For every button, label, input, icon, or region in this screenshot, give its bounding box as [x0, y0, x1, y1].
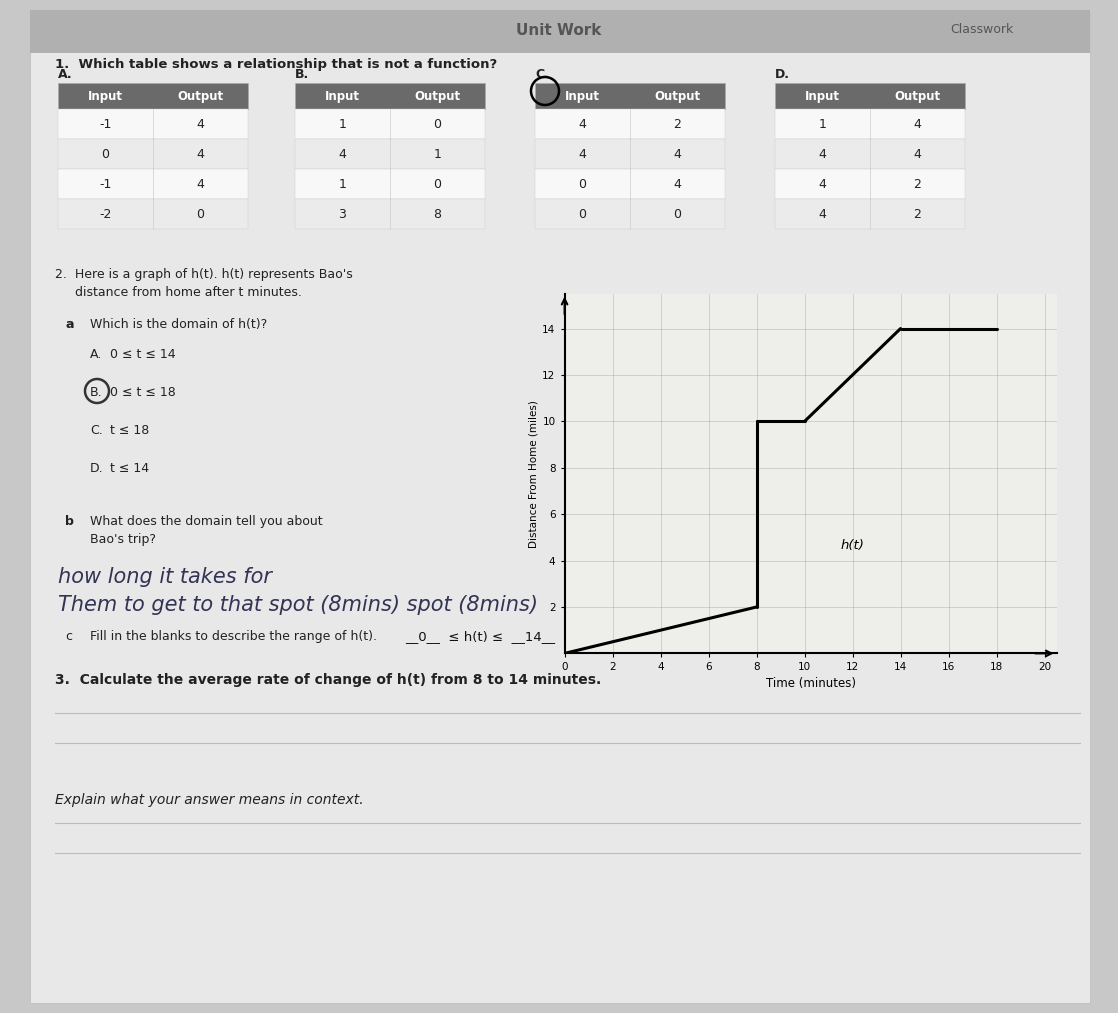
Text: a: a: [65, 318, 74, 331]
Text: Classwork: Classwork: [950, 23, 1013, 36]
Text: t ≤ 18: t ≤ 18: [110, 424, 149, 437]
Text: 2: 2: [913, 177, 921, 190]
Text: c: c: [65, 630, 72, 643]
X-axis label: Time (minutes): Time (minutes): [766, 677, 855, 690]
Text: 0: 0: [578, 177, 587, 190]
Text: Input: Input: [325, 89, 360, 102]
Text: 2: 2: [913, 208, 921, 221]
Text: 0 ≤ t ≤ 14: 0 ≤ t ≤ 14: [110, 348, 176, 361]
Text: 0: 0: [102, 148, 110, 160]
Text: D.: D.: [91, 462, 104, 475]
FancyBboxPatch shape: [536, 169, 724, 199]
FancyBboxPatch shape: [295, 199, 485, 229]
Text: Explain what your answer means in context.: Explain what your answer means in contex…: [55, 793, 363, 807]
Text: Them to get to that spot (8mins) spot (8mins): Them to get to that spot (8mins) spot (8…: [58, 595, 538, 615]
FancyBboxPatch shape: [58, 139, 248, 169]
Text: Bao's trip?: Bao's trip?: [91, 533, 157, 546]
Text: __0__  ≤ h(t) ≤  __14__: __0__ ≤ h(t) ≤ __14__: [405, 630, 555, 643]
FancyBboxPatch shape: [536, 109, 724, 139]
FancyBboxPatch shape: [775, 199, 965, 229]
Text: 1: 1: [818, 118, 826, 131]
Y-axis label: Distance From Home (miles): Distance From Home (miles): [528, 400, 538, 547]
Text: -2: -2: [100, 208, 112, 221]
Text: distance from home after t minutes.: distance from home after t minutes.: [55, 286, 302, 299]
FancyBboxPatch shape: [775, 139, 965, 169]
Text: 0: 0: [578, 208, 587, 221]
Text: A.: A.: [58, 68, 73, 81]
Text: 4: 4: [673, 177, 682, 190]
Text: 2.  Here is a graph of h(t). h(t) represents Bao's: 2. Here is a graph of h(t). h(t) represe…: [55, 268, 353, 281]
FancyBboxPatch shape: [295, 169, 485, 199]
Text: C.: C.: [536, 68, 549, 81]
FancyBboxPatch shape: [295, 139, 485, 169]
FancyBboxPatch shape: [536, 139, 724, 169]
Text: 2: 2: [673, 118, 682, 131]
Text: Which is the domain of h(t)?: Which is the domain of h(t)?: [91, 318, 267, 331]
Text: 0 ≤ t ≤ 18: 0 ≤ t ≤ 18: [110, 386, 176, 399]
FancyBboxPatch shape: [536, 83, 724, 109]
FancyBboxPatch shape: [775, 169, 965, 199]
Text: 0: 0: [673, 208, 682, 221]
FancyBboxPatch shape: [30, 10, 1090, 53]
Text: t ≤ 14: t ≤ 14: [110, 462, 149, 475]
Text: Input: Input: [565, 89, 600, 102]
Text: b: b: [65, 515, 74, 528]
Text: B.: B.: [91, 386, 103, 399]
FancyBboxPatch shape: [775, 109, 965, 139]
Text: h(t): h(t): [841, 539, 864, 552]
FancyBboxPatch shape: [30, 13, 1090, 1003]
Text: A.: A.: [91, 348, 102, 361]
FancyBboxPatch shape: [58, 169, 248, 199]
Text: 4: 4: [578, 148, 587, 160]
FancyBboxPatch shape: [58, 109, 248, 139]
Text: 0: 0: [197, 208, 205, 221]
Text: 4: 4: [673, 148, 682, 160]
Text: 4: 4: [339, 148, 347, 160]
FancyBboxPatch shape: [58, 83, 248, 109]
Text: Input: Input: [805, 89, 840, 102]
Text: 4: 4: [197, 177, 205, 190]
Text: 4: 4: [197, 148, 205, 160]
Text: -1: -1: [100, 177, 112, 190]
FancyBboxPatch shape: [295, 109, 485, 139]
Text: 3: 3: [339, 208, 347, 221]
Text: Output: Output: [654, 89, 701, 102]
Text: 4: 4: [197, 118, 205, 131]
Text: -1: -1: [100, 118, 112, 131]
Text: 4: 4: [913, 118, 921, 131]
Text: Output: Output: [415, 89, 461, 102]
Text: how long it takes for: how long it takes for: [58, 567, 272, 587]
Text: Unit Work: Unit Work: [517, 23, 601, 38]
Text: Fill in the blanks to describe the range of h(t).: Fill in the blanks to describe the range…: [91, 630, 377, 643]
Text: 4: 4: [818, 177, 826, 190]
Text: 4: 4: [818, 148, 826, 160]
Text: 0: 0: [434, 177, 442, 190]
FancyBboxPatch shape: [536, 199, 724, 229]
Text: What does the domain tell you about: What does the domain tell you about: [91, 515, 323, 528]
Text: 0: 0: [434, 118, 442, 131]
Text: C.: C.: [91, 424, 103, 437]
Text: Output: Output: [178, 89, 224, 102]
Text: 8: 8: [434, 208, 442, 221]
Text: 1: 1: [339, 118, 347, 131]
FancyBboxPatch shape: [58, 199, 248, 229]
FancyBboxPatch shape: [295, 83, 485, 109]
FancyBboxPatch shape: [775, 83, 965, 109]
Text: 4: 4: [578, 118, 587, 131]
Text: 4: 4: [913, 148, 921, 160]
Text: 1: 1: [339, 177, 347, 190]
Text: 4: 4: [818, 208, 826, 221]
Text: 1.  Which table shows a relationship that is not a function?: 1. Which table shows a relationship that…: [55, 58, 498, 71]
Text: D.: D.: [775, 68, 790, 81]
Text: 3.  Calculate the average rate of change of h(t) from 8 to 14 minutes.: 3. Calculate the average rate of change …: [55, 673, 601, 687]
Text: B.: B.: [295, 68, 310, 81]
Text: Input: Input: [88, 89, 123, 102]
Text: 1: 1: [434, 148, 442, 160]
Text: Output: Output: [894, 89, 940, 102]
